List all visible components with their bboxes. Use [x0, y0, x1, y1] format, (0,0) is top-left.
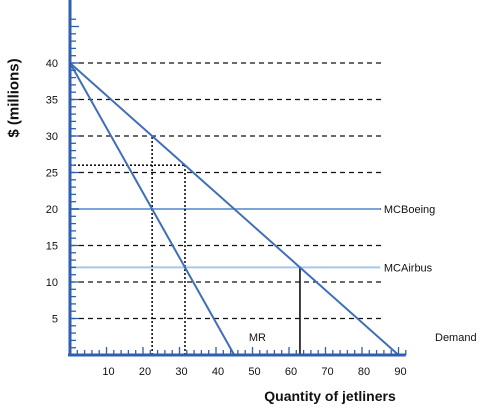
x-tick-label-60: 60 — [285, 366, 297, 378]
x-tick-label-40: 40 — [212, 366, 224, 378]
y-tick-label-20: 20 — [46, 204, 58, 216]
x-tick-label-50: 50 — [248, 366, 260, 378]
x-tick-label-10: 10 — [102, 366, 114, 378]
x-tick-label-80: 80 — [358, 366, 370, 378]
y-tick-label-5: 5 — [52, 314, 58, 326]
series-demand-line — [69, 62, 400, 356]
y-tick-label-30: 30 — [46, 131, 58, 143]
x-tick-label-20: 20 — [139, 366, 151, 378]
annotation-mr: MR — [249, 332, 266, 344]
annotation-mcboeing: MCBoeing — [384, 204, 435, 216]
series-mr-line — [69, 62, 236, 356]
y-tick-label-15: 15 — [46, 241, 58, 253]
y-tick-label-35: 35 — [46, 95, 58, 107]
y-tick-label-40: 40 — [46, 58, 58, 70]
annotation-mcairbus: MCAirbus — [384, 262, 433, 274]
x-tick-label-70: 70 — [321, 366, 333, 378]
x-tick-label-90: 90 — [394, 366, 406, 378]
y-tick-label-10: 10 — [46, 277, 58, 289]
annotation-demand: Demand — [435, 332, 477, 344]
x-tick-label-30: 30 — [175, 366, 187, 378]
x-axis-title: Quantity of jetliners — [264, 388, 396, 404]
y-tick-label-25: 25 — [46, 168, 58, 180]
